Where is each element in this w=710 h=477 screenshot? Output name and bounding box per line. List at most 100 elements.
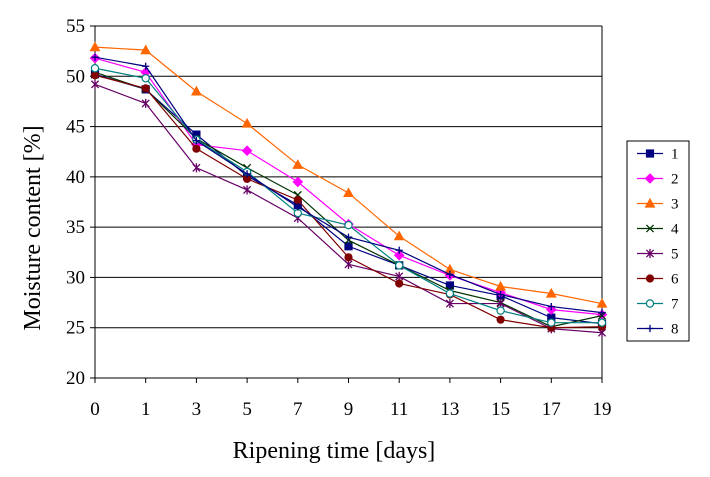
series-2-point bbox=[292, 176, 304, 188]
y-tick-label: 55 bbox=[66, 16, 85, 37]
series-lines bbox=[89, 41, 608, 338]
y-tick-label: 20 bbox=[66, 368, 85, 389]
x-tick-label: 5 bbox=[242, 399, 252, 420]
series-6-point bbox=[192, 144, 201, 153]
series-6-point bbox=[90, 71, 100, 80]
series-2-line bbox=[94, 57, 603, 316]
y-tick-labels: 20 25 30 35 40 45 50 55 bbox=[66, 16, 85, 389]
legend-entry-7: 7 bbox=[637, 297, 679, 313]
series-4 bbox=[90, 68, 607, 331]
series-6-point bbox=[141, 84, 150, 93]
series-1-point bbox=[445, 281, 454, 290]
legend-label: 3 bbox=[671, 197, 679, 213]
series-7-point bbox=[547, 318, 556, 327]
legend-entry-1: 1 bbox=[637, 147, 679, 163]
y-tick-label: 25 bbox=[66, 318, 85, 339]
y-tick-label: 45 bbox=[66, 117, 85, 138]
series-5-point bbox=[243, 185, 252, 195]
series-7-point bbox=[395, 261, 404, 270]
series-3-point bbox=[545, 287, 557, 298]
series-7-point bbox=[90, 64, 100, 73]
legend-entry-8: 8 bbox=[637, 322, 679, 338]
legend-marker bbox=[645, 274, 655, 283]
series-7-point bbox=[344, 220, 353, 230]
series-2 bbox=[89, 52, 608, 320]
y-tick-label: 30 bbox=[66, 267, 85, 288]
legend-entry-2: 2 bbox=[637, 172, 679, 188]
legend-label: 1 bbox=[671, 147, 679, 163]
y-axis-title: Moisture content [%] bbox=[20, 125, 46, 330]
series-7-point bbox=[445, 289, 455, 298]
x-tick-label: 11 bbox=[390, 399, 408, 420]
series-7-point bbox=[141, 74, 150, 83]
series-8-point bbox=[344, 233, 353, 241]
legend-marker bbox=[644, 197, 656, 208]
legend-box bbox=[626, 140, 690, 342]
series-3-point bbox=[89, 41, 101, 52]
legend-label: 2 bbox=[671, 172, 679, 188]
y-tick-label: 40 bbox=[66, 167, 85, 188]
series-2-point bbox=[393, 249, 405, 261]
series-8 bbox=[91, 53, 606, 317]
legend-marker bbox=[645, 299, 655, 308]
x-tick-label: 0 bbox=[90, 399, 100, 420]
series-8-line bbox=[94, 56, 603, 314]
legend-entry-6: 6 bbox=[637, 272, 679, 288]
series-8-point bbox=[243, 170, 251, 178]
series-4-line bbox=[94, 71, 603, 328]
series-3-point bbox=[343, 187, 354, 198]
series-6-point bbox=[344, 253, 353, 262]
legend-label: 8 bbox=[671, 322, 679, 338]
series-3-point bbox=[596, 297, 608, 308]
y-tick-label: 50 bbox=[66, 66, 85, 87]
x-tick-label: 3 bbox=[192, 399, 202, 420]
x-tick-label: 9 bbox=[344, 399, 354, 420]
x-tick-label: 1 bbox=[141, 399, 151, 420]
series-1-line bbox=[94, 73, 603, 325]
series-3-point bbox=[292, 159, 304, 169]
series-1 bbox=[90, 70, 607, 328]
series-8-point bbox=[497, 290, 505, 299]
legend-label: 6 bbox=[671, 272, 679, 288]
legend-marker bbox=[645, 149, 655, 158]
series-2-point bbox=[241, 145, 253, 157]
legend-marker bbox=[646, 324, 654, 333]
legend-entry-5: 5 bbox=[637, 247, 679, 263]
x-tick-label: 17 bbox=[542, 399, 561, 420]
series-6-point bbox=[496, 315, 505, 324]
legend-marker bbox=[645, 248, 655, 259]
series-8-point bbox=[91, 53, 99, 61]
series-1-point bbox=[344, 242, 353, 251]
x-tick-label: 15 bbox=[491, 399, 510, 420]
series-5-point bbox=[192, 163, 201, 173]
series-5-point bbox=[90, 79, 100, 89]
legend-entry-4: 4 bbox=[637, 222, 679, 238]
series-5-point bbox=[141, 98, 150, 109]
legend-marker bbox=[644, 173, 656, 184]
series-8-point bbox=[294, 203, 302, 211]
axes bbox=[90, 25, 603, 383]
series-6 bbox=[90, 71, 607, 332]
legend-label: 5 bbox=[671, 247, 679, 263]
grid-lines bbox=[95, 25, 602, 379]
y-tick-label: 35 bbox=[66, 217, 85, 238]
x-tick-label: 19 bbox=[593, 399, 612, 420]
series-3-point bbox=[495, 280, 507, 291]
series-7 bbox=[90, 64, 607, 327]
series-8-point bbox=[395, 246, 403, 254]
series-3-point bbox=[140, 44, 152, 55]
series-5 bbox=[90, 79, 607, 338]
series-3-point bbox=[393, 230, 405, 241]
series-8-point bbox=[192, 137, 200, 145]
series-8-point bbox=[142, 62, 150, 70]
series-7-point bbox=[597, 318, 607, 327]
series-3-point bbox=[241, 117, 253, 128]
series-5-point bbox=[445, 298, 454, 309]
series-7-point bbox=[496, 306, 505, 315]
legend-entry-3: 3 bbox=[637, 197, 679, 213]
x-tick-label: 13 bbox=[440, 399, 459, 420]
x-axis-title: Ripening time [days] bbox=[233, 438, 436, 464]
series-6-point bbox=[293, 195, 302, 205]
series-6-point bbox=[395, 279, 404, 288]
